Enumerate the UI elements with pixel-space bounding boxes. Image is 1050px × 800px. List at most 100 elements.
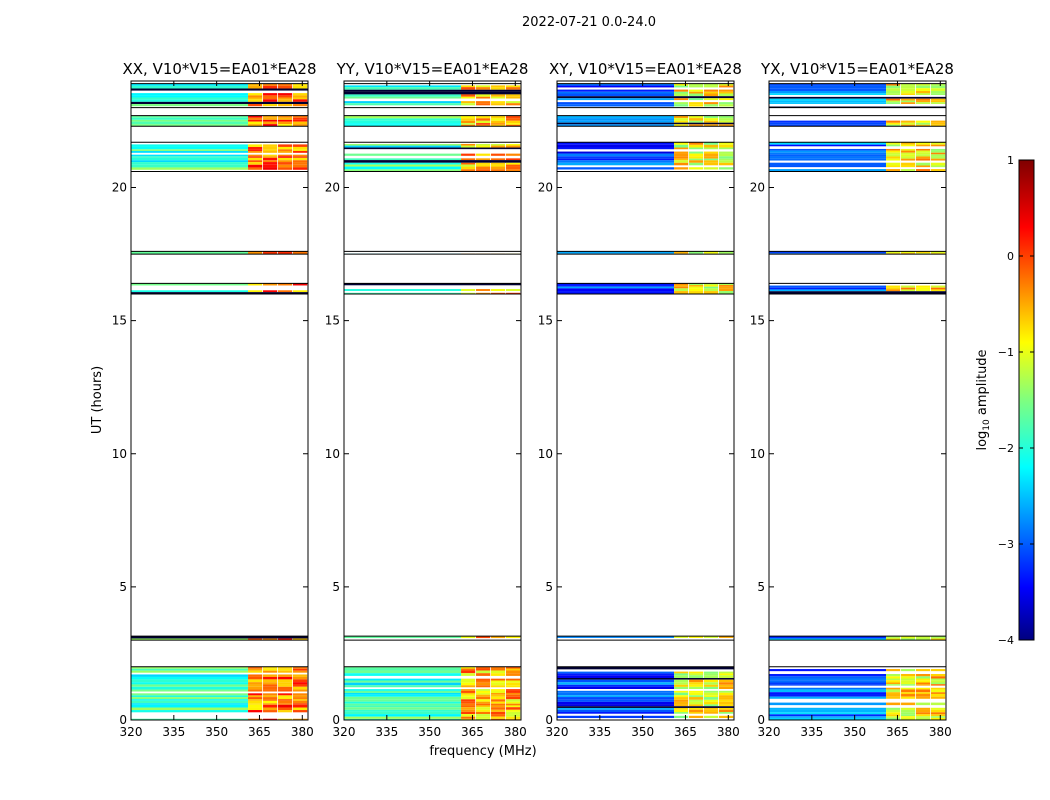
high-band-cell bbox=[248, 699, 263, 701]
high-band-cell bbox=[674, 91, 689, 94]
low-band-cell bbox=[344, 718, 462, 720]
high-band-cell bbox=[916, 156, 931, 159]
high-band-cell bbox=[506, 158, 521, 161]
high-band-cell bbox=[248, 121, 263, 125]
high-band-cell bbox=[886, 680, 901, 683]
high-band-cell bbox=[674, 675, 689, 678]
high-band-cell bbox=[278, 104, 293, 107]
high-band-cell bbox=[886, 712, 901, 715]
low-band-cell bbox=[344, 124, 462, 127]
high-band-cell bbox=[476, 682, 491, 686]
high-band-cell bbox=[263, 693, 278, 696]
low-band-cell bbox=[557, 673, 675, 676]
low-band-cell bbox=[131, 718, 249, 720]
high-band-cell bbox=[278, 124, 293, 127]
high-band-cell bbox=[278, 674, 293, 677]
high-band-cell bbox=[476, 162, 491, 165]
low-band-cell bbox=[131, 162, 249, 165]
high-band-cell bbox=[704, 715, 719, 719]
high-band-cell bbox=[263, 167, 278, 170]
high-band-cell bbox=[886, 682, 901, 685]
low-band-cell bbox=[557, 686, 675, 690]
high-band-cell bbox=[491, 718, 506, 720]
low-band-cell bbox=[769, 156, 887, 159]
high-band-cell bbox=[278, 704, 293, 708]
high-band-cell bbox=[491, 118, 506, 121]
high-band-cell bbox=[263, 290, 278, 293]
low-band-cell bbox=[557, 697, 675, 700]
high-band-cell bbox=[931, 712, 946, 715]
high-band-cell bbox=[278, 251, 293, 255]
high-band-cell bbox=[248, 154, 263, 157]
high-band-cell bbox=[278, 117, 293, 120]
low-band-cell bbox=[557, 675, 675, 678]
flagged-row bbox=[769, 291, 946, 294]
flagged-row bbox=[344, 91, 521, 95]
high-band-cell bbox=[886, 93, 901, 96]
high-band-cell bbox=[278, 703, 293, 705]
high-band-cell bbox=[506, 124, 521, 127]
high-band-cell bbox=[506, 685, 521, 688]
high-band-cell bbox=[931, 156, 946, 159]
high-band-cell bbox=[293, 699, 308, 701]
high-band-cell bbox=[278, 693, 293, 696]
low-band-cell bbox=[344, 162, 462, 165]
high-band-cell bbox=[719, 120, 734, 123]
low-band-cell bbox=[769, 90, 887, 94]
low-band-cell bbox=[769, 162, 887, 166]
low-band-cell bbox=[344, 707, 462, 710]
high-band-cell bbox=[689, 91, 704, 94]
high-band-cell bbox=[248, 718, 263, 720]
low-band-cell bbox=[557, 144, 675, 148]
high-band-cell bbox=[506, 711, 521, 715]
high-band-cell bbox=[689, 690, 704, 693]
high-band-cell bbox=[674, 102, 689, 105]
high-band-cell bbox=[689, 89, 704, 92]
low-band-cell bbox=[344, 709, 462, 712]
high-band-cell bbox=[491, 115, 506, 119]
high-band-cell bbox=[689, 695, 704, 698]
high-band-cell bbox=[476, 701, 491, 704]
high-band-cell bbox=[476, 703, 491, 706]
high-band-cell bbox=[901, 712, 916, 715]
high-band-cell bbox=[916, 694, 931, 697]
high-band-cell bbox=[461, 668, 476, 671]
high-band-cell bbox=[263, 150, 278, 153]
high-band-cell bbox=[674, 682, 689, 685]
high-band-cell bbox=[293, 99, 308, 102]
high-band-cell bbox=[901, 162, 916, 166]
high-band-cell bbox=[293, 704, 308, 708]
gap-row bbox=[769, 705, 946, 708]
high-band-cell bbox=[674, 673, 689, 676]
high-band-cell bbox=[719, 684, 734, 687]
high-band-cell bbox=[506, 682, 521, 686]
low-band-cell bbox=[344, 94, 462, 97]
high-band-cell bbox=[901, 694, 916, 697]
high-band-cell bbox=[506, 123, 521, 125]
x-tick-label: 320 bbox=[546, 725, 569, 739]
high-band-cell bbox=[901, 717, 916, 720]
figure-title: 2022-07-21 0.0-24.0 bbox=[522, 15, 656, 30]
high-band-cell bbox=[886, 716, 901, 718]
high-band-cell bbox=[901, 287, 916, 290]
high-band-cell bbox=[886, 124, 901, 127]
panel-frame bbox=[130, 80, 309, 721]
high-band-cell bbox=[491, 685, 506, 688]
high-band-cell bbox=[931, 102, 946, 104]
high-band-cell bbox=[704, 124, 719, 127]
time-band-6 bbox=[769, 666, 946, 721]
gap-row bbox=[769, 103, 946, 107]
high-band-cell bbox=[293, 251, 308, 255]
high-band-cell bbox=[461, 692, 476, 695]
low-band-cell bbox=[769, 93, 887, 96]
low-band-cell bbox=[131, 682, 249, 685]
high-band-cell bbox=[704, 102, 719, 105]
high-band-cell bbox=[916, 98, 931, 101]
flagged-row bbox=[557, 677, 734, 680]
low-band-cell bbox=[557, 701, 675, 705]
high-band-cell bbox=[931, 689, 946, 693]
high-band-cell bbox=[248, 670, 263, 673]
high-band-cell bbox=[719, 167, 734, 170]
high-band-cell bbox=[931, 636, 946, 639]
high-band-cell bbox=[704, 673, 719, 676]
